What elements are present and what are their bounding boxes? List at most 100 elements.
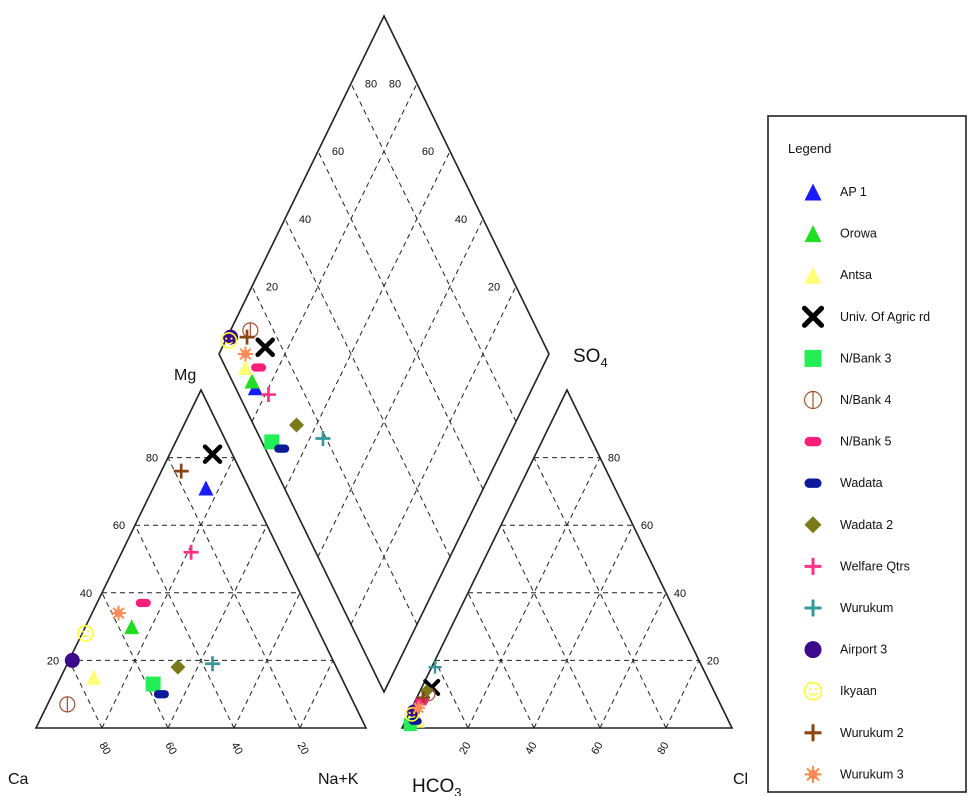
cation-point-wurukum (205, 656, 221, 672)
cation-point-ap-1 (198, 480, 214, 496)
legend-marker-n-bank-5 (804, 436, 822, 447)
legend-marker-wadata (804, 478, 822, 488)
corner-label-cl: Cl (733, 771, 748, 788)
cation-triangle-frame (34, 388, 368, 729)
legend-marker-welfare-qtrs (804, 557, 822, 575)
cation-point-wadata (153, 690, 169, 699)
diamond-grid-line (350, 286, 517, 625)
legend-label-wadata-2: Wadata 2 (840, 518, 893, 532)
diamond-grid-line (350, 83, 517, 422)
diamond-point-orowa (244, 373, 260, 389)
anion-grid-line (467, 592, 535, 729)
legend-label-wurukum: Wurukum (840, 601, 893, 615)
legend: Legend AP 1 Orowa Antsa Univ. Of Agric rd N/… (767, 115, 967, 793)
anion-point-wadata (408, 717, 422, 725)
cation-point-univ-of-agric-rd (202, 444, 223, 464)
diamond-grid-line (317, 150, 484, 490)
tick-label-cl: 40 (523, 740, 540, 757)
diamond-point-ikyaan (220, 332, 238, 349)
tick-label-cl: 80 (655, 740, 672, 757)
legend-label-n-bank-4: N/Bank 4 (840, 393, 891, 407)
cation-point-n-bank-3 (145, 676, 161, 692)
anion-triangle-frame (400, 388, 734, 729)
legend-entry-wadata: Wadata (804, 476, 883, 490)
legend-title: Legend (788, 141, 831, 156)
diamond-grid-line (251, 83, 418, 422)
legend-label-airport-3: Airport 3 (840, 643, 887, 657)
legend-label-wurukum-3: Wurukum 3 (840, 767, 904, 781)
diamond-point-wurukum-2 (239, 329, 255, 345)
anion-grid-line (665, 660, 700, 729)
legend-label-wadata: Wadata (840, 476, 883, 490)
legend-entry-orowa: Orowa (804, 225, 877, 243)
legend-label-antsa: Antsa (840, 268, 872, 282)
anion-grid-line (434, 660, 469, 729)
legend-label-ikyaan: Ikyaan (840, 684, 877, 698)
legend-label-n-bank-5: N/Bank 5 (840, 435, 891, 449)
tick-label-mg: 60 (113, 520, 125, 532)
legend-entry-univ-of-agric-rd: Univ. Of Agric rd (801, 305, 930, 328)
anion-grid-line (533, 524, 634, 729)
corner-label-ca: Ca (8, 771, 29, 788)
legend-marker-airport-3 (804, 641, 822, 659)
legend-box (767, 115, 967, 793)
tick-label-mg: 20 (47, 655, 59, 667)
legend-marker-wurukum-2 (804, 724, 822, 742)
corner-label-nak: Na+K (318, 771, 359, 788)
legend-entry-wurukum: Wurukum (804, 599, 893, 617)
anion-grid-line (500, 524, 601, 729)
cation-grid-line (101, 592, 169, 729)
legend-entry-n-bank-4: N/Bank 4 (803, 390, 891, 410)
anion-point-wurukum-3 (412, 701, 425, 715)
legend-marker-wurukum (804, 599, 822, 617)
cation-grid-line (167, 524, 268, 729)
cation-point-n-bank-4 (59, 696, 76, 713)
legend-entry-antsa: Antsa (804, 266, 872, 284)
corner-label-mg: Mg (174, 367, 196, 384)
anion-point-wurukum (428, 660, 442, 674)
tick-label-diamond-left: 20 (266, 281, 278, 293)
tick-label-diamond-left: 40 (299, 214, 311, 226)
legend-marker-ikyaan (803, 681, 823, 701)
legend-entry-welfare-qtrs: Welfare Qtrs (804, 557, 910, 575)
cation-point-wurukum-2 (173, 463, 189, 479)
legend-entry-ikyaan: Ikyaan (803, 681, 877, 701)
corner-label-so4: SO4 (573, 346, 608, 370)
legend-marker-wurukum-3 (804, 765, 822, 783)
legend-marker-orowa (804, 225, 822, 243)
cation-markers (59, 444, 223, 713)
tick-label-so4: 20 (707, 655, 719, 667)
tick-label-diamond-right: 20 (488, 281, 500, 293)
legend-label-ap-1: AP 1 (840, 185, 867, 199)
tick-label-so4: 40 (674, 588, 686, 600)
diamond-point-wadata-2 (289, 417, 305, 433)
corner-label-hco3: HCO3 (412, 776, 461, 796)
tick-label-mg: 40 (80, 588, 92, 600)
cation-grid-line (68, 660, 103, 729)
diamond-point-univ-of-agric-rd (255, 337, 275, 357)
legend-entry-wurukum-2: Wurukum 2 (804, 724, 904, 742)
tick-label-cl: 60 (589, 740, 606, 757)
tick-label-mg: 80 (146, 453, 158, 465)
anion-point-wurukum-2 (416, 691, 430, 705)
legend-marker-n-bank-4 (803, 390, 823, 410)
diamond-point-n-bank-5 (251, 363, 267, 372)
cation-point-welfare-qtrs (183, 544, 199, 560)
legend-marker-n-bank-3 (804, 349, 822, 367)
legend-entry-n-bank-5: N/Bank 5 (804, 435, 891, 449)
diamond-point-wurukum (315, 431, 331, 446)
legend-label-univ-of-agric-rd: Univ. Of Agric rd (840, 310, 930, 324)
central-diamond-frame (218, 14, 550, 694)
anion-markers (403, 660, 442, 732)
cation-grid-line (134, 524, 235, 729)
tick-label-cl: 20 (457, 740, 474, 757)
cation-point-airport-3 (64, 652, 80, 668)
legend-entry-ap-1: AP 1 (804, 183, 867, 201)
legend-entry-wurukum-3: Wurukum 3 (804, 765, 904, 783)
cation-point-orowa (124, 619, 140, 635)
cation-point-n-bank-5 (135, 598, 151, 608)
legend-entry-wadata-2: Wadata 2 (804, 516, 893, 534)
cation-point-ikyaan (77, 625, 94, 642)
legend-marker-wadata-2 (804, 516, 822, 534)
